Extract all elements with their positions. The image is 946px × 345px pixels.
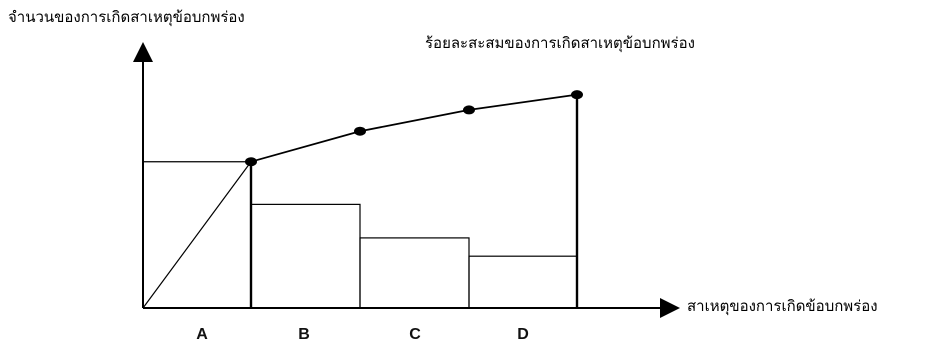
helper-lines-group: [142, 94, 579, 309]
bars-group: [250, 203, 578, 309]
cumulative-line-group: [245, 90, 583, 167]
cumulative-line: [250, 93, 578, 163]
bar-d: [468, 255, 578, 309]
category-label-c: C: [409, 326, 421, 343]
category-label-d: D: [517, 326, 529, 343]
cumulative-point-c: [463, 105, 475, 115]
category-label-b: B: [298, 326, 310, 343]
cumulative-percent-label: ร้อยละสะสมของการเกิดสาเหตุข้อบกพร่อง: [425, 34, 695, 52]
bar-c: [359, 237, 470, 309]
category-label-a: A: [196, 326, 208, 343]
cumulative-point-d: [571, 90, 583, 100]
cumulative-point-b: [354, 126, 366, 136]
diagonal-line-a: [142, 161, 252, 309]
bar-b: [250, 203, 361, 309]
y-axis-label: จำนวนของการเกิดสาเหตุข้อบกพร่อง: [8, 8, 245, 26]
x-axis-label: สาเหตุของการเกิดข้อบกพร่อง: [687, 297, 878, 315]
cumulative-point-a: [245, 157, 257, 167]
